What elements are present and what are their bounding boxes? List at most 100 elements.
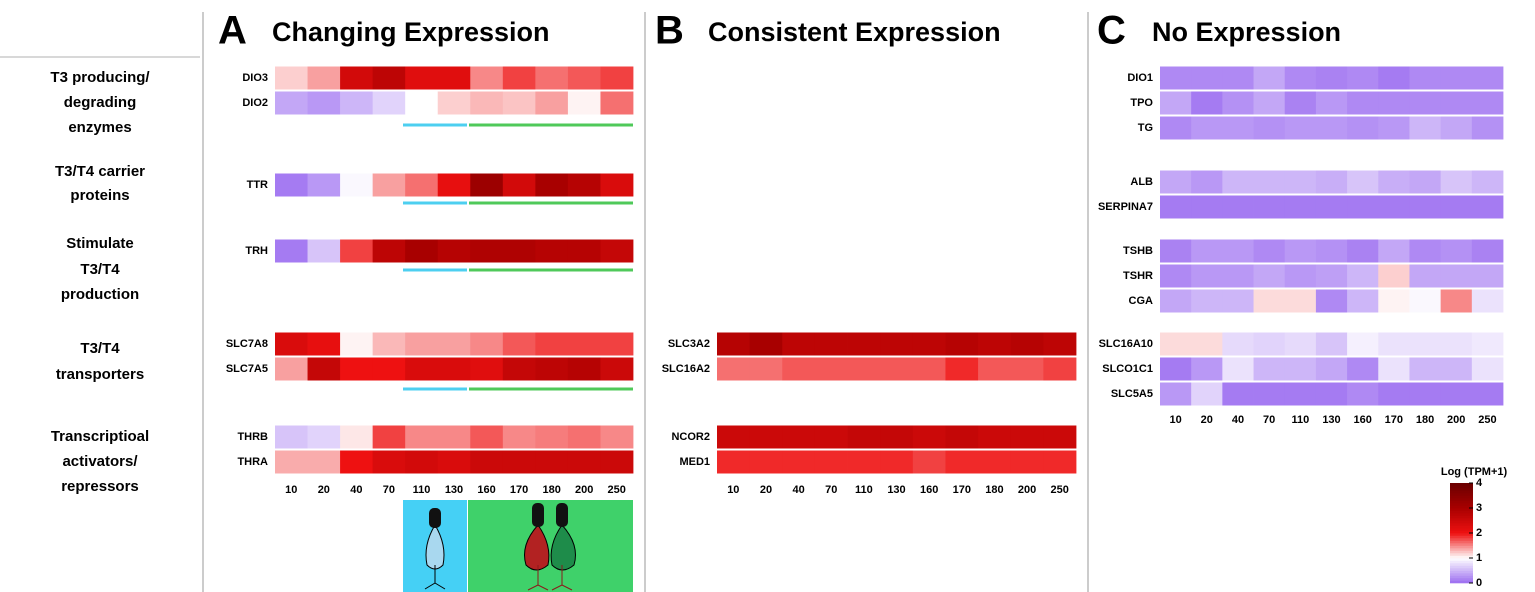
- panel-label: C: [1097, 9, 1126, 53]
- heat-cell: [340, 173, 374, 197]
- row-label: SLC5A5: [1111, 388, 1153, 400]
- heat-cell: [1191, 289, 1223, 313]
- heat-cell: [1471, 332, 1504, 356]
- heat-cell: [1378, 170, 1410, 194]
- heat-cell: [372, 239, 406, 263]
- heat-cell: [502, 332, 536, 356]
- heat-cell: [1347, 357, 1379, 381]
- heat-cell: [782, 450, 816, 474]
- x-tick-label: 40: [1232, 414, 1244, 426]
- heat-cell: [1440, 170, 1473, 194]
- x-tick-label: 20: [1201, 414, 1213, 426]
- heat-cell: [1191, 264, 1223, 288]
- colorbar-swatch: [1450, 578, 1473, 581]
- heat-cell: [307, 450, 341, 474]
- colorbar-swatch: [1450, 565, 1473, 569]
- heat-cell: [470, 66, 504, 90]
- colorbar-swatch: [1450, 510, 1473, 514]
- cell-illustration: [403, 500, 633, 592]
- row-label: ALB: [1130, 176, 1153, 188]
- x-tick-label: 20: [760, 484, 772, 496]
- heat-cell: [1378, 382, 1410, 406]
- heat-cell: [1471, 264, 1504, 288]
- heat-cell: [1160, 264, 1192, 288]
- heat-cell: [1315, 239, 1348, 263]
- heat-cell: [1222, 91, 1254, 115]
- heat-cell: [340, 239, 374, 263]
- heat-cell: [847, 450, 881, 474]
- heat-cell: [1222, 195, 1254, 219]
- x-tick-label: 40: [792, 484, 804, 496]
- heat-cell: [847, 332, 881, 356]
- heat-cell: [1471, 289, 1504, 313]
- heat-cell: [749, 332, 783, 356]
- heat-cell: [307, 66, 341, 90]
- colorbar-title: Log (TPM+1): [1441, 466, 1508, 478]
- heat-cell: [600, 425, 634, 449]
- heat-cell: [1409, 195, 1442, 219]
- heat-cell: [1160, 357, 1192, 381]
- colorbar-swatch: [1450, 558, 1473, 561]
- row-label: TRH: [245, 245, 268, 257]
- heat-cell: [1440, 239, 1473, 263]
- x-tick-label: 170: [953, 484, 971, 496]
- heat-cell: [1440, 382, 1473, 406]
- heat-cell: [372, 66, 406, 90]
- heat-cell: [1409, 289, 1442, 313]
- colorbar-tick-label: 2: [1476, 527, 1482, 539]
- heat-cell: [1222, 66, 1254, 90]
- heat-cell: [470, 425, 504, 449]
- heat-cell: [1191, 170, 1223, 194]
- panel-title: Consistent Expression: [708, 17, 1001, 47]
- colorbar-swatch: [1450, 503, 1473, 506]
- heat-cell: [1315, 170, 1348, 194]
- heat-cell: [1315, 91, 1348, 115]
- row-label: DIO2: [242, 97, 268, 109]
- heat-cell: [1160, 332, 1192, 356]
- colorbar-swatch: [1450, 520, 1473, 524]
- colorbar-swatch: [1450, 493, 1473, 496]
- heat-cell: [1284, 382, 1317, 406]
- heat-cell: [470, 239, 504, 263]
- heat-cell: [307, 91, 341, 115]
- heat-cell: [372, 450, 406, 474]
- heat-cell: [535, 450, 569, 474]
- colorbar-swatch: [1450, 508, 1473, 511]
- heat-cell: [880, 425, 914, 449]
- heat-cell: [405, 357, 439, 381]
- heat-cell: [600, 173, 634, 197]
- heat-cell: [1315, 195, 1348, 219]
- x-tick-label: 160: [920, 484, 938, 496]
- x-tick-label: 70: [383, 484, 395, 496]
- x-tick-label: 160: [1354, 414, 1372, 426]
- heat-cell: [1043, 357, 1077, 381]
- heat-cell: [978, 332, 1012, 356]
- heat-cell: [1253, 66, 1286, 90]
- heat-cell: [405, 332, 439, 356]
- x-tick-label: 180: [985, 484, 1003, 496]
- colorbar-swatch: [1450, 548, 1473, 551]
- heat-cell: [340, 425, 374, 449]
- colorbar-swatch: [1450, 540, 1473, 544]
- row-label: THRA: [237, 456, 268, 468]
- heat-cell: [1191, 332, 1223, 356]
- x-tick-label: 200: [1447, 414, 1465, 426]
- heat-cell: [1160, 289, 1192, 313]
- colorbar-swatch: [1450, 528, 1473, 531]
- heat-cell: [437, 239, 471, 263]
- panel-title: No Expression: [1152, 17, 1341, 47]
- x-tick-label: 20: [318, 484, 330, 496]
- heat-cell: [372, 357, 406, 381]
- heat-cell: [1160, 195, 1192, 219]
- heat-cell: [275, 450, 308, 474]
- x-tick-label: 180: [542, 484, 560, 496]
- colorbar-tick-label: 1: [1476, 552, 1482, 564]
- colorbar-swatch: [1450, 505, 1473, 509]
- colorbar-swatch: [1450, 498, 1473, 501]
- colorbar-swatch: [1450, 525, 1473, 529]
- heat-cell: [1253, 116, 1286, 140]
- heat-cell: [717, 450, 751, 474]
- heat-cell: [1471, 382, 1504, 406]
- heat-cell: [1043, 450, 1077, 474]
- colorbar-swatch: [1450, 573, 1473, 576]
